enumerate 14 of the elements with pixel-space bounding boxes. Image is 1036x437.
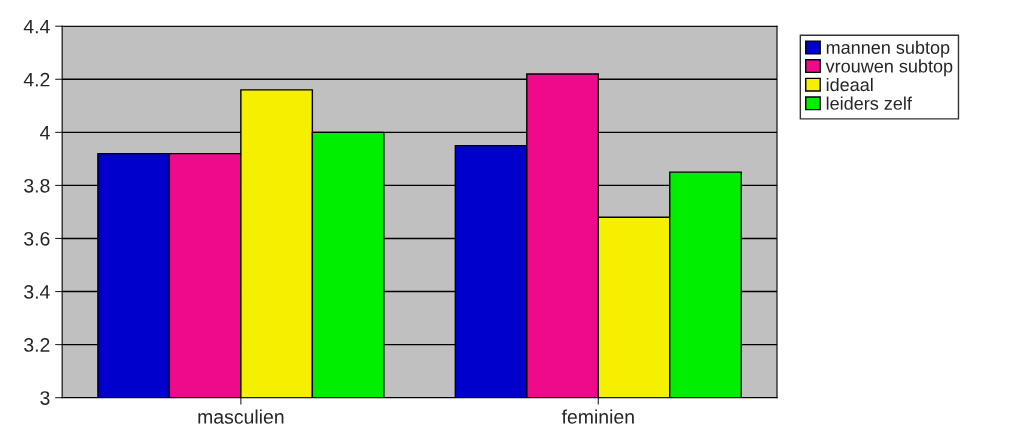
legend-label: ideaal [826, 77, 873, 92]
legend-label: vrouwen subtop [825, 59, 953, 77]
x-tick-label: masculien [198, 409, 284, 424]
y-tick-label: 3.2 [24, 338, 50, 352]
y-tick-label: 3.6 [24, 231, 50, 246]
y-tick-label: 3.8 [24, 178, 50, 193]
legend-label: leiders zelf [826, 96, 912, 110]
y-tick-label: 3 [40, 391, 50, 405]
y-tick-label: 4 [39, 126, 50, 140]
legend-label: mannen subtop [826, 40, 950, 58]
x-tick-label: feminien [561, 409, 634, 424]
y-tick-label: 4.4 [23, 19, 50, 34]
y-tick-label: 4.2 [23, 72, 50, 87]
y-tick-label: 3.4 [24, 285, 50, 299]
